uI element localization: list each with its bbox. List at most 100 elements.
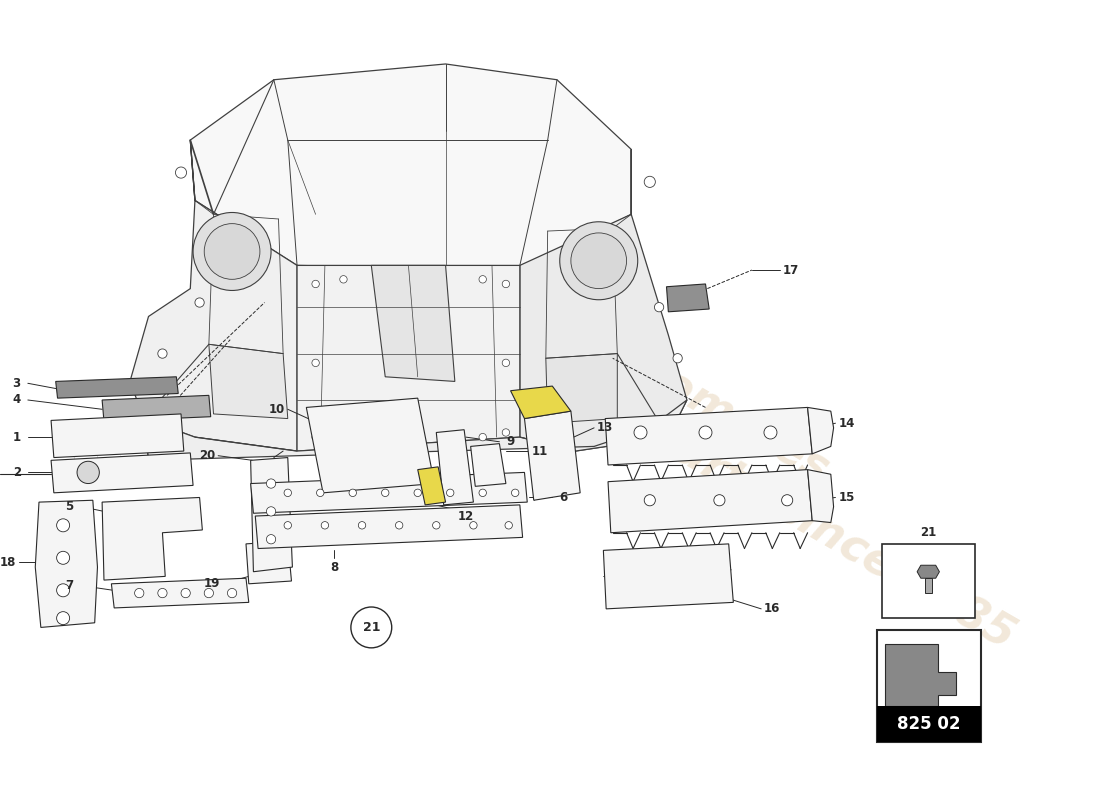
- FancyBboxPatch shape: [882, 544, 975, 618]
- Circle shape: [312, 434, 319, 441]
- Circle shape: [698, 426, 712, 439]
- Circle shape: [228, 589, 236, 598]
- Circle shape: [503, 359, 509, 366]
- Circle shape: [317, 489, 324, 497]
- Text: 16: 16: [764, 602, 781, 615]
- Polygon shape: [471, 444, 506, 486]
- Text: 10: 10: [268, 402, 285, 416]
- Polygon shape: [246, 541, 292, 584]
- Circle shape: [134, 589, 144, 598]
- Polygon shape: [807, 407, 834, 454]
- Circle shape: [312, 359, 319, 366]
- Text: 17: 17: [783, 263, 799, 277]
- Circle shape: [56, 519, 69, 532]
- Polygon shape: [209, 344, 288, 418]
- Circle shape: [157, 349, 167, 358]
- Polygon shape: [604, 544, 734, 609]
- Circle shape: [478, 434, 486, 441]
- Polygon shape: [35, 500, 98, 627]
- Circle shape: [284, 489, 292, 497]
- Circle shape: [571, 233, 627, 289]
- Polygon shape: [111, 578, 249, 608]
- Circle shape: [195, 298, 205, 307]
- Polygon shape: [437, 430, 473, 505]
- Circle shape: [645, 494, 656, 506]
- Circle shape: [266, 479, 276, 488]
- Circle shape: [764, 426, 777, 439]
- Polygon shape: [144, 400, 686, 460]
- Polygon shape: [102, 498, 202, 580]
- Text: 6: 6: [559, 491, 568, 504]
- Text: 13: 13: [597, 422, 614, 434]
- Circle shape: [478, 276, 486, 283]
- Circle shape: [654, 302, 663, 312]
- Circle shape: [560, 222, 638, 300]
- Text: 19: 19: [204, 578, 220, 590]
- Circle shape: [312, 280, 319, 288]
- Text: 21: 21: [920, 526, 936, 539]
- Polygon shape: [546, 354, 617, 423]
- Circle shape: [77, 462, 99, 483]
- Circle shape: [359, 522, 365, 529]
- Circle shape: [205, 224, 260, 279]
- Polygon shape: [56, 377, 178, 398]
- Circle shape: [714, 494, 725, 506]
- Circle shape: [447, 489, 454, 497]
- Circle shape: [505, 522, 513, 529]
- Polygon shape: [51, 453, 194, 493]
- Circle shape: [182, 589, 190, 598]
- Circle shape: [382, 489, 389, 497]
- Polygon shape: [667, 284, 710, 312]
- Text: 4: 4: [12, 394, 21, 406]
- Circle shape: [205, 589, 213, 598]
- Text: 3: 3: [12, 377, 21, 390]
- Circle shape: [470, 522, 477, 529]
- Circle shape: [157, 589, 167, 598]
- Circle shape: [503, 280, 509, 288]
- Polygon shape: [297, 266, 520, 451]
- Circle shape: [175, 167, 187, 178]
- Polygon shape: [884, 644, 956, 706]
- Circle shape: [266, 534, 276, 544]
- Circle shape: [194, 213, 271, 290]
- Circle shape: [340, 276, 348, 283]
- Circle shape: [56, 612, 69, 625]
- Text: 7: 7: [66, 579, 74, 592]
- Text: 9: 9: [506, 435, 515, 448]
- Text: 21: 21: [363, 621, 381, 634]
- Text: 12: 12: [458, 510, 474, 522]
- Polygon shape: [251, 473, 527, 514]
- FancyBboxPatch shape: [877, 630, 981, 742]
- Text: 1: 1: [12, 430, 21, 444]
- Circle shape: [503, 429, 509, 436]
- Circle shape: [634, 426, 647, 439]
- Polygon shape: [510, 386, 571, 418]
- Circle shape: [266, 506, 276, 516]
- Circle shape: [395, 522, 403, 529]
- Circle shape: [284, 522, 292, 529]
- Circle shape: [414, 489, 421, 497]
- Text: 20: 20: [199, 449, 216, 462]
- Text: 5: 5: [66, 500, 74, 514]
- Circle shape: [432, 522, 440, 529]
- FancyBboxPatch shape: [877, 706, 981, 742]
- Circle shape: [512, 489, 519, 497]
- Text: 15: 15: [838, 491, 855, 504]
- Text: 14: 14: [838, 417, 855, 430]
- Circle shape: [673, 354, 682, 363]
- Polygon shape: [251, 458, 293, 572]
- Circle shape: [351, 607, 392, 648]
- Circle shape: [349, 489, 356, 497]
- Polygon shape: [525, 411, 580, 500]
- Polygon shape: [372, 266, 455, 382]
- Text: euromores
a passion for parts since 1985: euromores a passion for parts since 1985: [345, 198, 1047, 658]
- Circle shape: [645, 176, 656, 187]
- Polygon shape: [130, 140, 297, 451]
- Text: 18: 18: [0, 556, 15, 569]
- Polygon shape: [807, 470, 834, 522]
- Polygon shape: [102, 395, 211, 422]
- Polygon shape: [608, 470, 812, 533]
- Circle shape: [321, 522, 329, 529]
- Text: 825 02: 825 02: [898, 715, 961, 733]
- Polygon shape: [925, 578, 932, 593]
